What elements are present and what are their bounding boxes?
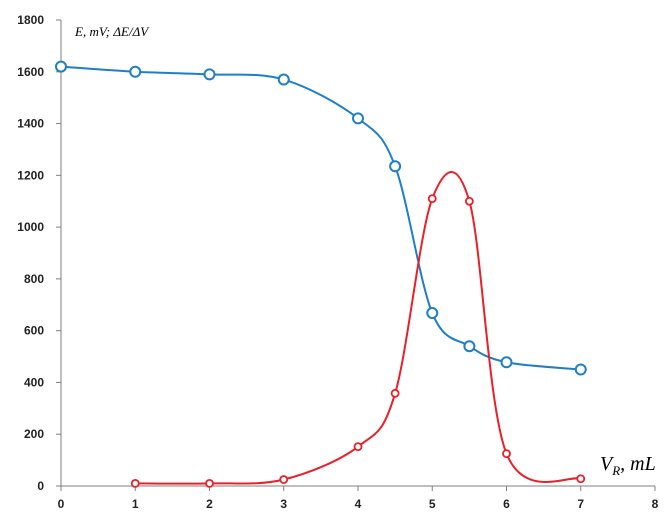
series-1-point (500, 356, 513, 369)
series-markers (55, 60, 587, 488)
series-2-point (353, 442, 363, 452)
y-tick-label: 1000 (17, 220, 44, 234)
x-tick-label: 2 (206, 497, 213, 511)
series-2-point (390, 388, 400, 398)
series-1-point (463, 340, 476, 353)
series-2-point (576, 474, 586, 484)
series-2-point (427, 194, 437, 204)
x-axis-label-subscript: R (611, 463, 620, 478)
series-1-point (352, 112, 364, 125)
y-tick-label: 1800 (17, 13, 44, 27)
x-tick-label: 7 (577, 497, 584, 511)
x-tick-label: 0 (58, 497, 65, 511)
series-1-point (55, 60, 67, 73)
x-axis-label-unit: , mL (620, 453, 656, 475)
series-2-point (130, 479, 140, 488)
x-tick-label: 3 (280, 497, 287, 511)
y-tick-label: 1400 (17, 117, 44, 131)
series-2-point (205, 479, 214, 488)
tick-marks (56, 19, 656, 491)
series-1-point (277, 73, 290, 86)
axes (60, 20, 655, 487)
series-curves (60, 65, 582, 485)
series-2-point (279, 475, 289, 484)
series-2-line (135, 171, 582, 485)
x-axis-label-main: V (600, 453, 615, 475)
x-tick-label: 8 (652, 497, 659, 511)
y-axis-label: E, mV; ΔE/ΔV (74, 24, 150, 39)
x-tick-label: 4 (355, 497, 362, 511)
series-1-point (574, 363, 587, 376)
series-1-line (60, 65, 581, 371)
series-1-point (129, 65, 142, 78)
series-1-point (203, 68, 216, 81)
x-tick-label: 5 (429, 497, 436, 511)
x-tick-label: 1 (132, 497, 139, 511)
series-2-point (464, 196, 474, 206)
y-tick-label: 0 (37, 479, 44, 493)
series-2-point (502, 449, 511, 459)
series-1-point (426, 307, 439, 320)
y-tick-label: 1600 (17, 65, 44, 79)
y-tick-label: 600 (24, 324, 44, 338)
y-tick-label: 800 (24, 272, 44, 286)
x-tick-label: 6 (503, 497, 510, 511)
series-1-point (389, 160, 402, 173)
tick-labels: 0 200 400 600 800 1000 1200 1400 1600 1800 0 1 2 3 4 5 6… (17, 13, 658, 511)
y-tick-label: 1200 (17, 168, 44, 182)
y-tick-label: 400 (24, 375, 44, 389)
y-tick-label: 200 (24, 427, 44, 441)
x-axis-label: VR, mL (600, 453, 656, 478)
